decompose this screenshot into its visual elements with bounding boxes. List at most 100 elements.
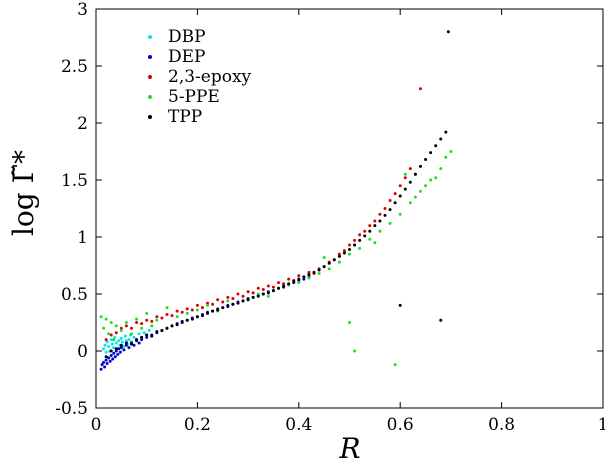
data-point [221, 306, 225, 310]
data-point [226, 305, 230, 309]
data-point [127, 346, 131, 350]
data-point [137, 341, 141, 345]
data-point [353, 349, 357, 353]
data-point [307, 270, 311, 274]
data-point [403, 176, 407, 180]
x-tick-label: 0.8 [488, 415, 515, 435]
data-point [439, 167, 443, 171]
data-point [119, 346, 123, 350]
data-point [446, 30, 450, 34]
data-point [332, 258, 336, 262]
data-point [256, 292, 260, 296]
data-point [116, 352, 120, 356]
data-point [206, 311, 210, 315]
y-tick-label: 0 [77, 342, 88, 362]
data-point [236, 301, 240, 305]
data-point [160, 316, 164, 320]
data-point [150, 319, 154, 323]
data-point [439, 318, 443, 322]
data-point [373, 224, 377, 228]
data-point [373, 241, 377, 245]
data-point [393, 192, 397, 196]
data-point [129, 326, 133, 330]
data-point [175, 309, 179, 313]
data-point [348, 252, 351, 256]
data-point [388, 221, 392, 225]
data-point [348, 243, 351, 247]
data-point [129, 332, 133, 336]
data-point [122, 348, 126, 352]
data-point [160, 328, 164, 332]
data-point [317, 268, 321, 272]
data-point [388, 199, 392, 203]
data-point [277, 281, 281, 285]
data-point [180, 310, 184, 314]
legend-marker [148, 75, 152, 79]
data-point [424, 184, 428, 188]
data-point [129, 342, 133, 346]
data-point [277, 286, 281, 290]
data-point [112, 351, 116, 355]
data-point [287, 277, 291, 281]
data-point [99, 315, 103, 319]
data-point [358, 233, 362, 237]
data-point [112, 338, 116, 342]
data-point [150, 324, 154, 328]
data-point [175, 315, 179, 319]
data-point [195, 315, 199, 319]
data-point [117, 339, 121, 343]
data-point [282, 284, 286, 288]
data-point [142, 331, 146, 335]
x-axis-label: R [338, 432, 360, 465]
plot-area [95, 8, 604, 409]
data-point [297, 277, 301, 281]
data-point [107, 332, 111, 336]
data-point [353, 243, 357, 247]
data-point [100, 363, 104, 367]
data-point [312, 270, 316, 274]
data-point [444, 130, 448, 134]
data-point [119, 326, 123, 330]
legend-marker [148, 35, 152, 39]
data-point [282, 282, 286, 286]
data-point [403, 172, 407, 176]
data-point [119, 328, 123, 332]
y-axis-label: log Γ̃* [7, 150, 40, 236]
data-point [378, 229, 382, 233]
data-point [122, 344, 126, 348]
data-point [216, 308, 220, 312]
data-point [109, 349, 113, 353]
data-point [317, 271, 321, 275]
data-point [102, 326, 106, 330]
data-point [114, 349, 118, 353]
data-point [266, 291, 270, 295]
data-point [271, 285, 275, 289]
data-point [140, 335, 144, 339]
data-point [418, 189, 422, 193]
data-point [190, 317, 194, 321]
data-point [413, 195, 417, 199]
y-tick-label: -0.5 [55, 399, 88, 419]
legend-label: 2,3-epoxy [168, 67, 252, 87]
data-point [111, 357, 115, 361]
data-point [337, 254, 341, 258]
data-point [408, 180, 412, 184]
data-point [109, 333, 113, 337]
data-point [185, 307, 189, 311]
data-point [358, 246, 362, 250]
legend-marker [148, 95, 152, 99]
series-2 [104, 87, 422, 342]
data-point [439, 137, 443, 141]
data-point [378, 212, 382, 216]
data-point [170, 314, 174, 318]
data-point [105, 362, 109, 366]
legend-label: DBP [168, 27, 206, 47]
data-point [418, 87, 422, 91]
data-point [266, 284, 270, 288]
data-point [109, 338, 113, 342]
data-point [165, 313, 169, 317]
legend-label: 5-PPE [168, 87, 220, 107]
data-point [135, 317, 139, 321]
data-point [104, 317, 108, 321]
data-point [120, 340, 124, 344]
